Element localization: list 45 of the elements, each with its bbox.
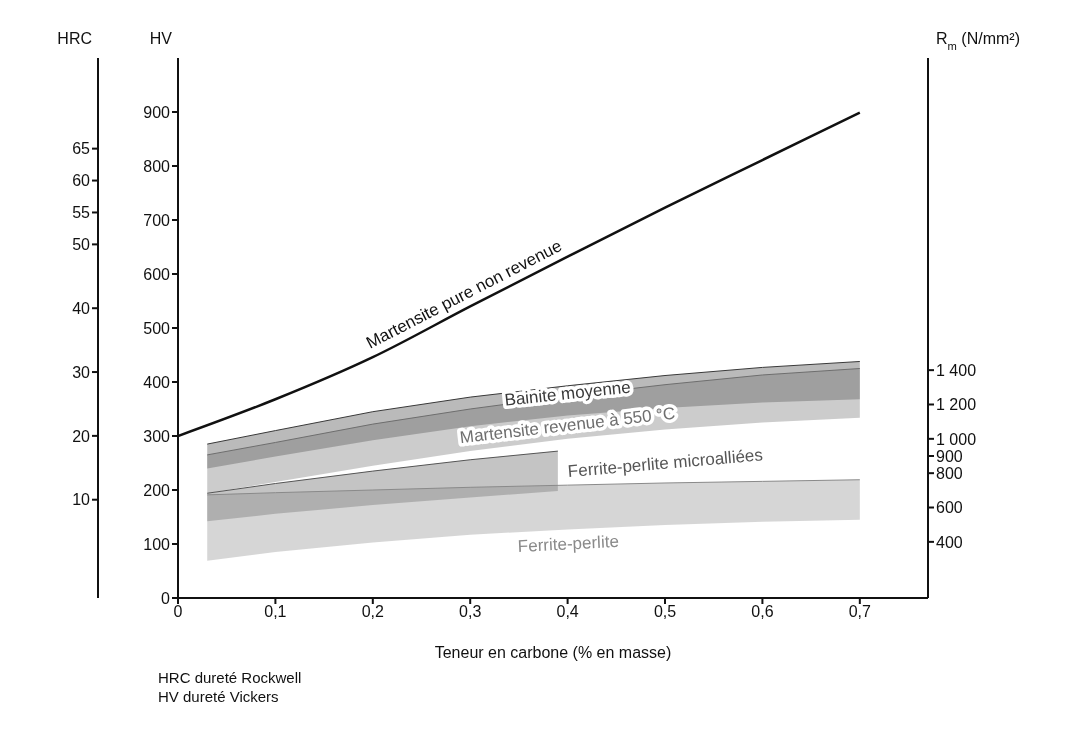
x-tick-label: 0,2: [361, 603, 385, 621]
text: Ferrite-perlite: [517, 531, 620, 556]
y3-tick-label: 10: [72, 491, 91, 509]
y3-tick-label: 60: [72, 172, 91, 190]
y2-tick-label: 400: [936, 533, 963, 551]
text: Bainite moyenne: [503, 377, 632, 410]
series-label: Ferrite-perlite microalliées: [567, 445, 764, 482]
y-tick-label: 600: [143, 265, 171, 283]
y2-tick-label: 1 400: [936, 361, 977, 379]
y-tick-label: 800: [143, 157, 171, 175]
y3-tick-label: 65: [72, 140, 91, 158]
y-tick-label: 300: [143, 427, 171, 445]
y2-tick-label: 1 200: [936, 396, 977, 414]
x-tick-label: 0,7: [848, 603, 872, 621]
y-tick-label: 400: [143, 373, 171, 391]
y3-tick-label: 50: [72, 236, 91, 254]
line-series: [206, 360, 861, 445]
line-series: [206, 450, 559, 494]
x-tick-label: 0,6: [751, 603, 774, 621]
y3-tick-label: 40: [72, 299, 91, 317]
y-tick-label: 100: [143, 535, 171, 553]
y2-tick-label: 900: [936, 447, 963, 465]
line-series: [206, 479, 861, 496]
x-tick-label: 0,3: [459, 603, 482, 621]
x-tick-label: 0,4: [556, 603, 579, 621]
text: HV dureté Vickers: [158, 687, 280, 706]
x-tick-label: 0: [173, 603, 183, 621]
y-axis-title: HV: [149, 30, 173, 47]
y3-tick-label: 55: [72, 204, 91, 222]
y-tick-label: 700: [143, 211, 171, 229]
x-tick-label: 0,5: [653, 603, 677, 621]
y3-tick-label: 30: [72, 363, 91, 381]
y3-tick-label: 20: [72, 427, 91, 445]
x-tick-label: 0,1: [264, 603, 287, 621]
y-tick-label: 0: [161, 589, 171, 607]
y2-tick-label: 1 000: [936, 430, 977, 448]
y-tick-label: 900: [143, 103, 171, 121]
y2-tick-label: 600: [936, 499, 963, 517]
x-axis-title: Teneur en carbone (% en masse): [434, 644, 672, 661]
y2-axis-title: R$_{m}$ (N/mm²): [936, 30, 1020, 52]
y3-axis-title: HRC: [57, 30, 92, 47]
text: HRC dureté Rockwell: [158, 668, 303, 687]
y2-tick-label: 800: [936, 464, 963, 482]
y-tick-label: 200: [143, 481, 171, 499]
y-tick-label: 500: [143, 319, 171, 337]
